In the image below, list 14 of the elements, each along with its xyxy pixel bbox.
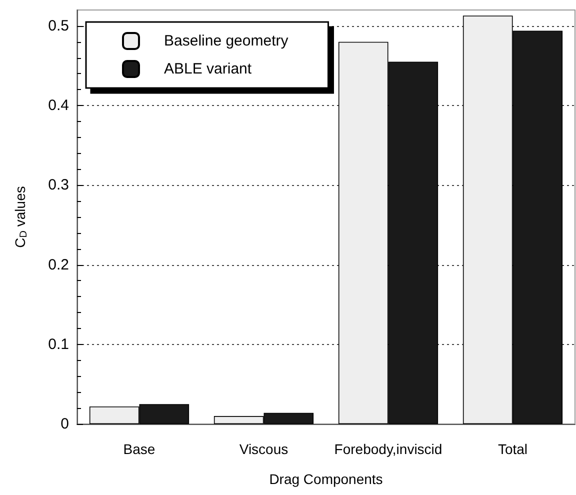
- legend-label: Baseline geometry: [164, 32, 289, 50]
- x-tick-label: Base: [123, 441, 156, 457]
- y-tick-label: 0.2: [48, 256, 69, 274]
- y-axis-title: CD values: [12, 186, 30, 248]
- x-tick-label: Viscous: [239, 441, 288, 457]
- y-tick-label: 0.4: [48, 97, 69, 114]
- legend-label: ABLE variant: [164, 60, 252, 78]
- y-tick-label: 0: [60, 416, 69, 432]
- x-axis-title: Drag Components: [269, 471, 383, 487]
- x-tick-label: Total: [498, 441, 528, 457]
- x-tick-label: Forebody,inviscid: [334, 441, 442, 457]
- y-tick-label: 0.3: [48, 176, 69, 194]
- y-tick-label: 0.1: [48, 336, 69, 353]
- y-tick-label: 0.5: [48, 17, 69, 34]
